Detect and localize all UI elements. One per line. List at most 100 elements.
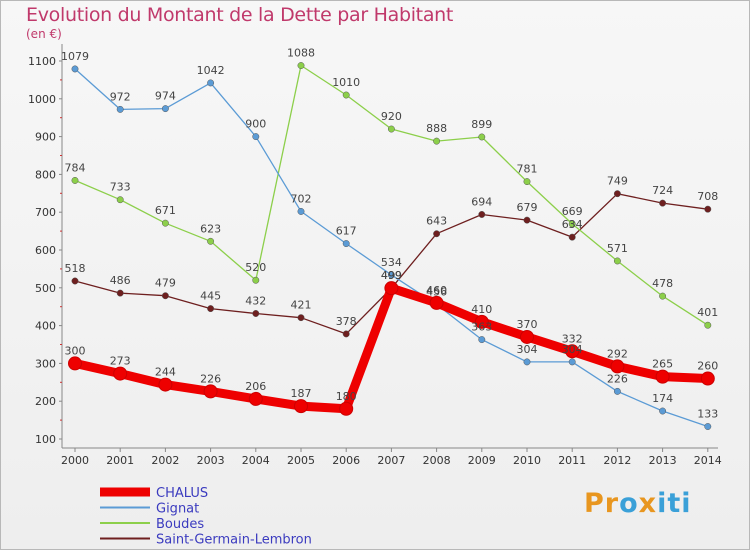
data-point bbox=[252, 133, 260, 141]
data-label: 363 bbox=[471, 321, 492, 334]
proxiti-logo: Proxiti bbox=[584, 488, 692, 519]
data-label: 784 bbox=[65, 161, 86, 174]
data-point bbox=[207, 305, 215, 313]
x-tick-label: 2006 bbox=[332, 454, 360, 467]
unit-label: (en €) bbox=[26, 27, 62, 41]
data-point bbox=[704, 205, 712, 213]
data-label: 260 bbox=[697, 360, 718, 373]
data-point bbox=[387, 271, 395, 279]
data-point bbox=[203, 384, 218, 399]
data-label: 899 bbox=[471, 118, 492, 131]
data-point bbox=[387, 125, 395, 133]
data-point bbox=[161, 219, 169, 227]
y-tick-label: 500 bbox=[35, 282, 56, 295]
data-label: 708 bbox=[697, 190, 718, 203]
data-label: 133 bbox=[697, 408, 718, 421]
data-label: 888 bbox=[426, 122, 447, 135]
x-tick-label: 2001 bbox=[106, 454, 134, 467]
data-point bbox=[116, 105, 124, 113]
data-point bbox=[433, 137, 441, 145]
data-label: 187 bbox=[291, 387, 312, 400]
data-label: 460 bbox=[426, 284, 447, 297]
data-point bbox=[478, 336, 486, 344]
y-tick-label: 1100 bbox=[28, 55, 56, 68]
x-tick-label: 2009 bbox=[468, 454, 496, 467]
data-label: 518 bbox=[65, 262, 86, 275]
data-point bbox=[161, 292, 169, 300]
data-point bbox=[68, 356, 82, 371]
data-point bbox=[71, 277, 79, 285]
data-label: 520 bbox=[245, 261, 266, 274]
data-point bbox=[478, 211, 486, 218]
data-label: 1079 bbox=[61, 50, 89, 63]
data-label: 534 bbox=[381, 256, 402, 269]
data-label: 724 bbox=[652, 184, 673, 197]
x-tick-label: 2002 bbox=[151, 454, 179, 467]
legend-label: Gignat bbox=[156, 502, 199, 517]
x-tick-label: 2000 bbox=[61, 454, 89, 467]
data-label: 421 bbox=[291, 299, 312, 312]
y-tick-label: 800 bbox=[35, 168, 56, 181]
data-label: 669 bbox=[562, 205, 583, 218]
data-label: 781 bbox=[517, 163, 538, 176]
data-point bbox=[520, 329, 534, 344]
data-label: 456 bbox=[426, 285, 447, 298]
y-tick-label: 600 bbox=[35, 244, 56, 257]
data-point bbox=[659, 407, 667, 415]
data-label: 623 bbox=[200, 222, 221, 235]
x-tick-label: 2008 bbox=[423, 454, 451, 467]
x-tick-label: 2004 bbox=[242, 454, 270, 467]
data-point bbox=[659, 292, 667, 300]
data-point bbox=[297, 314, 305, 322]
y-tick-label: 700 bbox=[35, 206, 56, 219]
data-point bbox=[342, 240, 350, 248]
data-label: 499 bbox=[381, 269, 402, 282]
data-label: 332 bbox=[562, 332, 583, 345]
data-label: 410 bbox=[471, 303, 492, 316]
data-label: 679 bbox=[517, 201, 538, 214]
data-point bbox=[113, 366, 128, 381]
data-label: 1042 bbox=[197, 64, 225, 77]
data-point bbox=[568, 358, 576, 366]
data-label: 378 bbox=[336, 315, 357, 328]
data-point bbox=[384, 281, 399, 296]
data-label: 226 bbox=[200, 372, 221, 385]
data-label: 1010 bbox=[332, 76, 360, 89]
data-point bbox=[523, 178, 531, 186]
data-point bbox=[207, 237, 215, 245]
data-label: 479 bbox=[155, 277, 176, 290]
data-label: 292 bbox=[607, 347, 628, 360]
data-point bbox=[252, 276, 260, 284]
data-label: 972 bbox=[110, 90, 131, 103]
data-label: 643 bbox=[426, 215, 447, 228]
data-point bbox=[700, 371, 715, 386]
data-label: 244 bbox=[155, 366, 176, 379]
data-point bbox=[613, 190, 621, 198]
data-label: 478 bbox=[652, 277, 673, 290]
data-point bbox=[655, 369, 670, 384]
data-point bbox=[161, 105, 169, 113]
data-point bbox=[429, 295, 444, 310]
data-point bbox=[610, 359, 625, 374]
data-label: 671 bbox=[155, 204, 176, 217]
data-point bbox=[704, 423, 712, 430]
data-point bbox=[565, 344, 580, 359]
y-tick-label: 200 bbox=[35, 395, 56, 408]
data-point bbox=[252, 310, 260, 317]
data-label: 300 bbox=[65, 344, 86, 357]
data-point bbox=[71, 65, 79, 73]
data-label: 974 bbox=[155, 90, 176, 103]
data-label: 694 bbox=[471, 195, 492, 208]
data-point bbox=[613, 257, 621, 265]
data-point bbox=[659, 199, 667, 207]
data-point bbox=[342, 330, 350, 338]
data-label: 486 bbox=[110, 274, 131, 287]
data-point bbox=[478, 133, 486, 141]
data-point bbox=[339, 401, 354, 416]
legend-label: Saint-Germain-Lembron bbox=[156, 533, 312, 548]
data-label: 401 bbox=[697, 306, 718, 319]
data-point bbox=[297, 62, 305, 69]
legend-label: Boudes bbox=[156, 517, 204, 532]
